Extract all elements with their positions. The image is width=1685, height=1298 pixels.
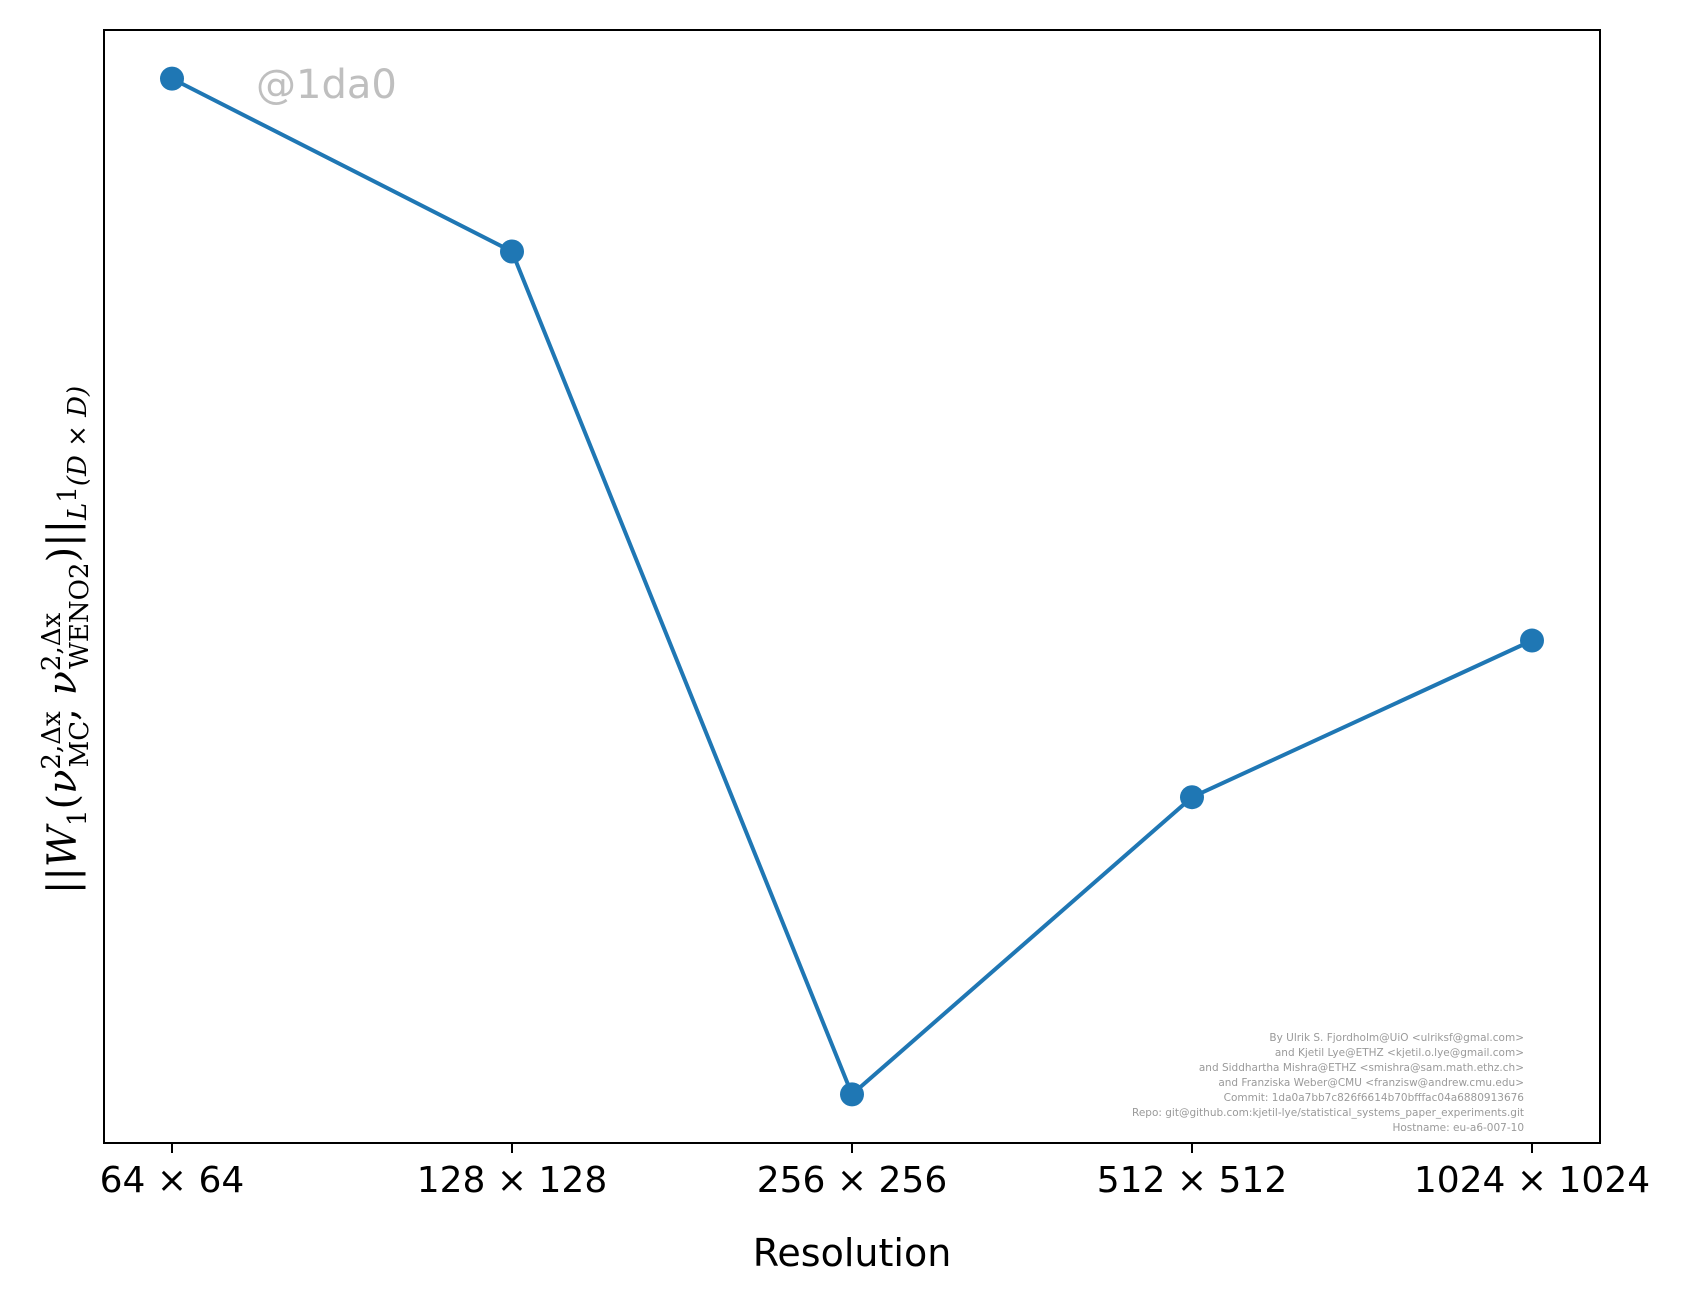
y-axis-label: ||W1(ν2,ΔxMC, ν2,ΔxWENO2)||L1(D × D) [37,386,95,894]
x-axis-label: Resolution [753,1231,952,1275]
x-tick-label: 128 × 128 [417,1160,607,1201]
x-tick-label: 64 × 64 [100,1160,245,1201]
credit-line: and Kjetil Lye@ETHZ <kjetil.o.lye@gmail.… [1275,1047,1524,1059]
x-tick-label: 256 × 256 [757,1160,947,1201]
credit-line: Hostname: eu-a6-007-10 [1392,1122,1524,1134]
data-point [840,1082,864,1107]
credit-line: By Ulrik S. Fjordholm@UiO <ulriksf@gmal.… [1269,1032,1524,1044]
credit-line: Commit: 1da0a7bb7c826f6614b70bfffac04a68… [1224,1092,1525,1104]
x-tick-label: 1024 × 1024 [1414,1160,1650,1201]
data-point [1180,785,1204,810]
x-tick-label: 512 × 512 [1097,1160,1287,1201]
credits-block: By Ulrik S. Fjordholm@UiO <ulriksf@gmal.… [1132,1032,1524,1134]
data-point [160,66,184,91]
data-point [1520,628,1544,653]
x-ticks: 64 × 64 128 × 128 256 × 256 512 × 512 1024 ×… [100,1143,1650,1201]
credit-line: and Franziska Weber@CMU <franzisw@andrew… [1218,1077,1524,1089]
credit-line: Repo: git@github.com:kjetil-lye/statisti… [1132,1107,1524,1119]
watermark: @1da0 [256,62,397,108]
data-point [500,239,524,264]
credit-line: and Siddhartha Mishra@ETHZ <smishra@sam.… [1199,1062,1524,1074]
